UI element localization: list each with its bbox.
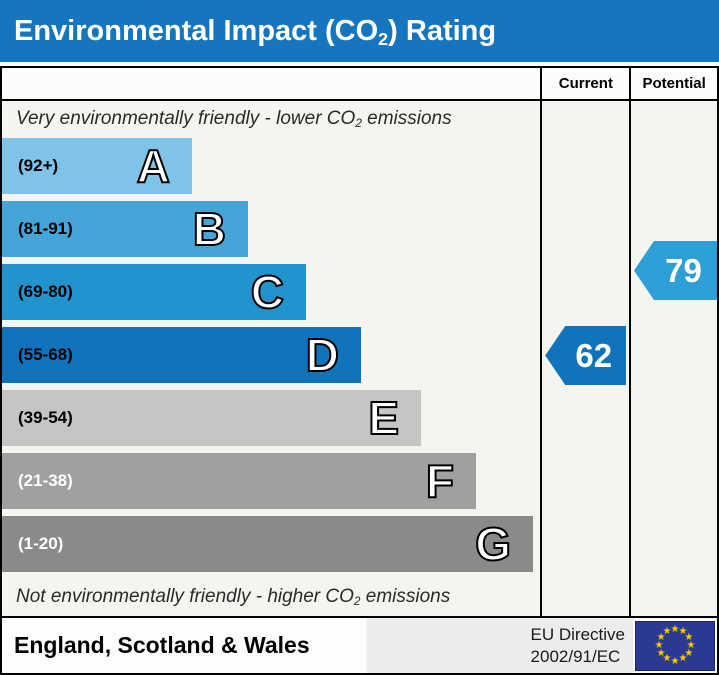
band-range-label: (55-68) [18,345,73,364]
region-label: England, Scotland & Wales [14,632,310,658]
eu-flag-icon: ★ ★ ★ ★ ★ ★ ★ ★ ★ ★ ★ ★ [635,620,715,671]
caption-top: Very environmentally friendly - lower CO… [2,101,540,138]
page-title-suffix: ) Rating [388,15,497,47]
page-title: Environmental Impact (CO2) Rating [0,0,719,62]
band-letter: D [305,328,340,382]
current-column-header: Current [540,68,629,99]
eu-directive-label: EU Directive 2002/91/EC [531,624,625,667]
caption-bottom-text: Not environmentally friendly - higher CO [16,586,354,607]
current-rating-value: 62 [575,336,613,374]
potential-rating-column: 79 [629,101,717,616]
band-letter: A [136,139,171,193]
page-title-text: Environmental Impact (CO [14,15,379,47]
band-row-e: (39-54) E [2,390,540,453]
page-title-subscript: 2 [378,29,389,50]
band-range-label: (69-80) [18,282,73,301]
potential-rating-value: 79 [665,251,702,289]
potential-column-header: Potential [629,68,717,99]
band-letter: B [192,202,227,256]
table-header-row: Current Potential [2,68,717,101]
band-range-label: (81-91) [18,219,73,238]
band-bar-a: (92+) A [2,138,192,194]
potential-rating-arrow: 79 [634,241,717,300]
eu-directive-line2: 2002/91/EC [530,646,621,666]
caption-bottom-suffix: emissions [360,586,451,607]
caption-top-text: Very environmentally friendly - lower CO [16,108,356,129]
band-range-label: (92+) [18,156,59,175]
current-rating-arrow: 62 [545,326,627,385]
caption-top-subscript: 2 [355,116,362,130]
band-bar-b: (81-91) B [2,201,248,257]
band-letter: E [367,391,400,445]
band-bar-f: (21-38) F [2,453,476,509]
caption-bottom-subscript: 2 [353,594,361,608]
band-letter: F [425,454,455,508]
band-range-label: (1-20) [18,534,64,553]
band-bar-d: (55-68) D [2,327,361,383]
band-row-a: (92+) A [2,138,540,201]
caption-top-suffix: emissions [361,108,452,129]
band-range-label: (39-54) [18,408,73,427]
band-letter: G [474,517,512,571]
bands-column: Very environmentally friendly - lower CO… [2,101,540,616]
band-row-b: (81-91) B [2,201,540,264]
band-row-f: (21-38) F [2,453,540,516]
band-range-label: (21-38) [18,471,73,490]
band-bar-g: (1-20) G [2,516,533,572]
band-bar-e: (39-54) E [2,390,421,446]
band-bar-c: (69-80) C [2,264,306,320]
caption-bottom: Not environmentally friendly - higher CO… [2,579,540,616]
eu-directive-line1: EU Directive [530,625,625,645]
epc-rating-table: Current Potential Very environmentally f… [0,66,719,618]
band-row-c: (69-80) C [2,264,540,327]
table-body: Very environmentally friendly - lower CO… [2,101,717,616]
band-row-g: (1-20) G [2,516,540,579]
header-spacer-cell [2,68,540,99]
footer: England, Scotland & Wales EU Directive 2… [0,618,719,675]
band-row-d: (55-68) D [2,327,540,390]
current-rating-column: 62 [540,101,629,616]
band-letter: C [250,265,285,319]
